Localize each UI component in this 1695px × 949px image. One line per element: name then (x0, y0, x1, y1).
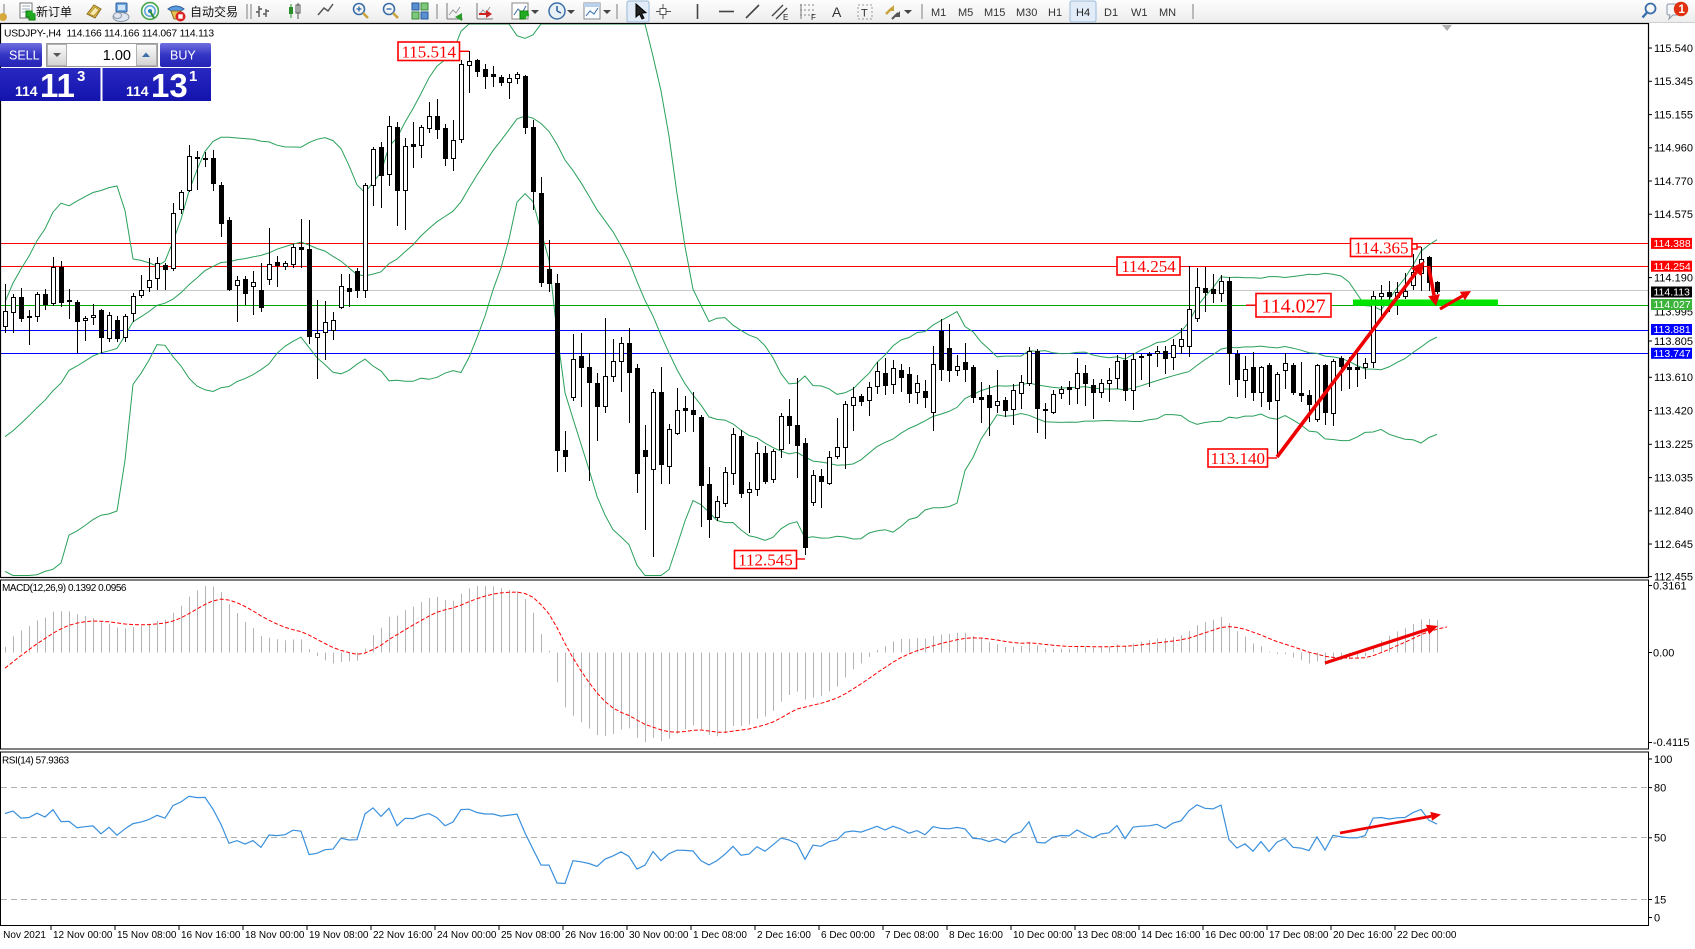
svg-text:112.455: 112.455 (1654, 571, 1693, 583)
svg-text:MACD(12,26,9) 0.1392 0.0956: MACD(12,26,9) 0.1392 0.0956 (2, 583, 127, 594)
svg-text:22 Dec 00:00: 22 Dec 00:00 (1397, 930, 1457, 941)
svg-text:114: 114 (15, 83, 38, 99)
svg-text:16 Nov 16:00: 16 Nov 16:00 (181, 930, 241, 941)
svg-text:100: 100 (1654, 754, 1672, 766)
svg-text:26 Nov 16:00: 26 Nov 16:00 (565, 930, 625, 941)
svg-text:19 Nov 08:00: 19 Nov 08:00 (309, 930, 369, 941)
svg-text:7 Dec 08:00: 7 Dec 08:00 (885, 930, 939, 941)
svg-text:D1: D1 (1104, 7, 1118, 19)
svg-text:20 Dec 16:00: 20 Dec 16:00 (1333, 930, 1393, 941)
svg-text:13 Dec 08:00: 13 Dec 08:00 (1077, 930, 1137, 941)
svg-text:H1: H1 (1048, 7, 1062, 19)
svg-text:114.960: 114.960 (1654, 143, 1693, 155)
svg-text:16 Dec 00:00: 16 Dec 00:00 (1205, 930, 1265, 941)
svg-text:SELL: SELL (9, 49, 40, 63)
svg-text:113.805: 113.805 (1654, 336, 1693, 348)
svg-text:USDJPY-,H4 114.166 114.166 11: USDJPY-,H4 114.166 114.166 114.067 114.1… (4, 29, 214, 40)
svg-text:新订单: 新订单 (36, 4, 72, 19)
svg-text:114.027: 114.027 (1654, 299, 1691, 311)
svg-text:1 Dec 08:00: 1 Dec 08:00 (693, 930, 747, 941)
svg-text:114: 114 (126, 83, 149, 99)
svg-text:8 Dec 16:00: 8 Dec 16:00 (949, 930, 1003, 941)
svg-text:113.881: 113.881 (1654, 324, 1691, 336)
svg-text:12 Nov 00:00: 12 Nov 00:00 (53, 930, 113, 941)
svg-text:0.3161: 0.3161 (1653, 581, 1687, 593)
svg-text:25 Nov 08:00: 25 Nov 08:00 (501, 930, 561, 941)
svg-text:112.840: 112.840 (1654, 506, 1693, 518)
svg-text:113.140: 113.140 (1210, 449, 1265, 468)
svg-text:113.747: 113.747 (1654, 348, 1691, 360)
svg-text:M30: M30 (1016, 7, 1037, 19)
svg-text:6 Dec 00:00: 6 Dec 00:00 (821, 930, 875, 941)
svg-text:114.365: 114.365 (1354, 239, 1409, 258)
svg-text:114.113: 114.113 (1654, 287, 1691, 299)
svg-text:11: 11 (40, 67, 75, 101)
svg-text:112.645: 112.645 (1654, 539, 1693, 551)
svg-text:3: 3 (77, 68, 85, 85)
svg-text:113.610: 113.610 (1654, 372, 1693, 384)
svg-text:115.514: 115.514 (401, 42, 456, 61)
svg-text:0.00: 0.00 (1653, 648, 1674, 660)
svg-text:114.027: 114.027 (1261, 295, 1325, 317)
svg-text:RSI(14) 57.9363: RSI(14) 57.9363 (2, 756, 70, 767)
svg-text:113.225: 113.225 (1654, 439, 1693, 451)
svg-text:114.770: 114.770 (1654, 176, 1693, 188)
svg-text:14 Dec 16:00: 14 Dec 16:00 (1141, 930, 1201, 941)
svg-text:W1: W1 (1131, 7, 1148, 19)
svg-text:22 Nov 16:00: 22 Nov 16:00 (373, 930, 433, 941)
svg-text:H4: H4 (1076, 7, 1090, 19)
svg-text:80: 80 (1654, 782, 1666, 794)
svg-text:1: 1 (1679, 4, 1686, 16)
svg-text:13: 13 (151, 67, 188, 101)
svg-text:115.540: 115.540 (1654, 43, 1693, 55)
svg-text:2 Dec 16:00: 2 Dec 16:00 (757, 930, 811, 941)
svg-text:15: 15 (1654, 894, 1666, 906)
svg-text:114.190: 114.190 (1654, 272, 1693, 284)
svg-text:114.254: 114.254 (1654, 261, 1691, 273)
svg-text:M1: M1 (931, 7, 946, 19)
svg-text:M15: M15 (984, 7, 1005, 19)
svg-text:BUY: BUY (170, 49, 196, 63)
svg-text:A: A (832, 4, 842, 20)
svg-text:10 Dec 00:00: 10 Dec 00:00 (1013, 930, 1073, 941)
svg-text:1.00: 1.00 (103, 48, 131, 64)
svg-text:113.035: 113.035 (1654, 472, 1693, 484)
svg-text:114.388: 114.388 (1654, 238, 1691, 250)
svg-text:0: 0 (1654, 912, 1660, 924)
svg-text:17 Dec 08:00: 17 Dec 08:00 (1269, 930, 1329, 941)
svg-text:-0.4115: -0.4115 (1653, 737, 1690, 749)
svg-text:50: 50 (1654, 833, 1666, 845)
svg-text:F: F (811, 13, 816, 22)
svg-text:1: 1 (189, 68, 197, 85)
svg-text:11 Nov 2021: 11 Nov 2021 (0, 930, 46, 941)
svg-text:115.345: 115.345 (1654, 76, 1693, 88)
svg-text:MN: MN (1159, 7, 1176, 19)
svg-text:112.545: 112.545 (738, 551, 793, 570)
svg-text:114.575: 114.575 (1654, 209, 1693, 221)
svg-text:30 Nov 00:00: 30 Nov 00:00 (629, 930, 689, 941)
svg-text:113.420: 113.420 (1654, 405, 1693, 417)
svg-text:M5: M5 (958, 7, 973, 19)
svg-text:115.155: 115.155 (1654, 109, 1693, 121)
svg-text:15 Nov 08:00: 15 Nov 08:00 (117, 930, 177, 941)
svg-text:自动交易: 自动交易 (190, 4, 238, 19)
svg-text:114.254: 114.254 (1121, 257, 1176, 276)
svg-text:E: E (783, 13, 788, 22)
svg-text:24 Nov 00:00: 24 Nov 00:00 (437, 930, 497, 941)
svg-text:18 Nov 00:00: 18 Nov 00:00 (245, 930, 305, 941)
svg-text:T: T (861, 8, 868, 20)
